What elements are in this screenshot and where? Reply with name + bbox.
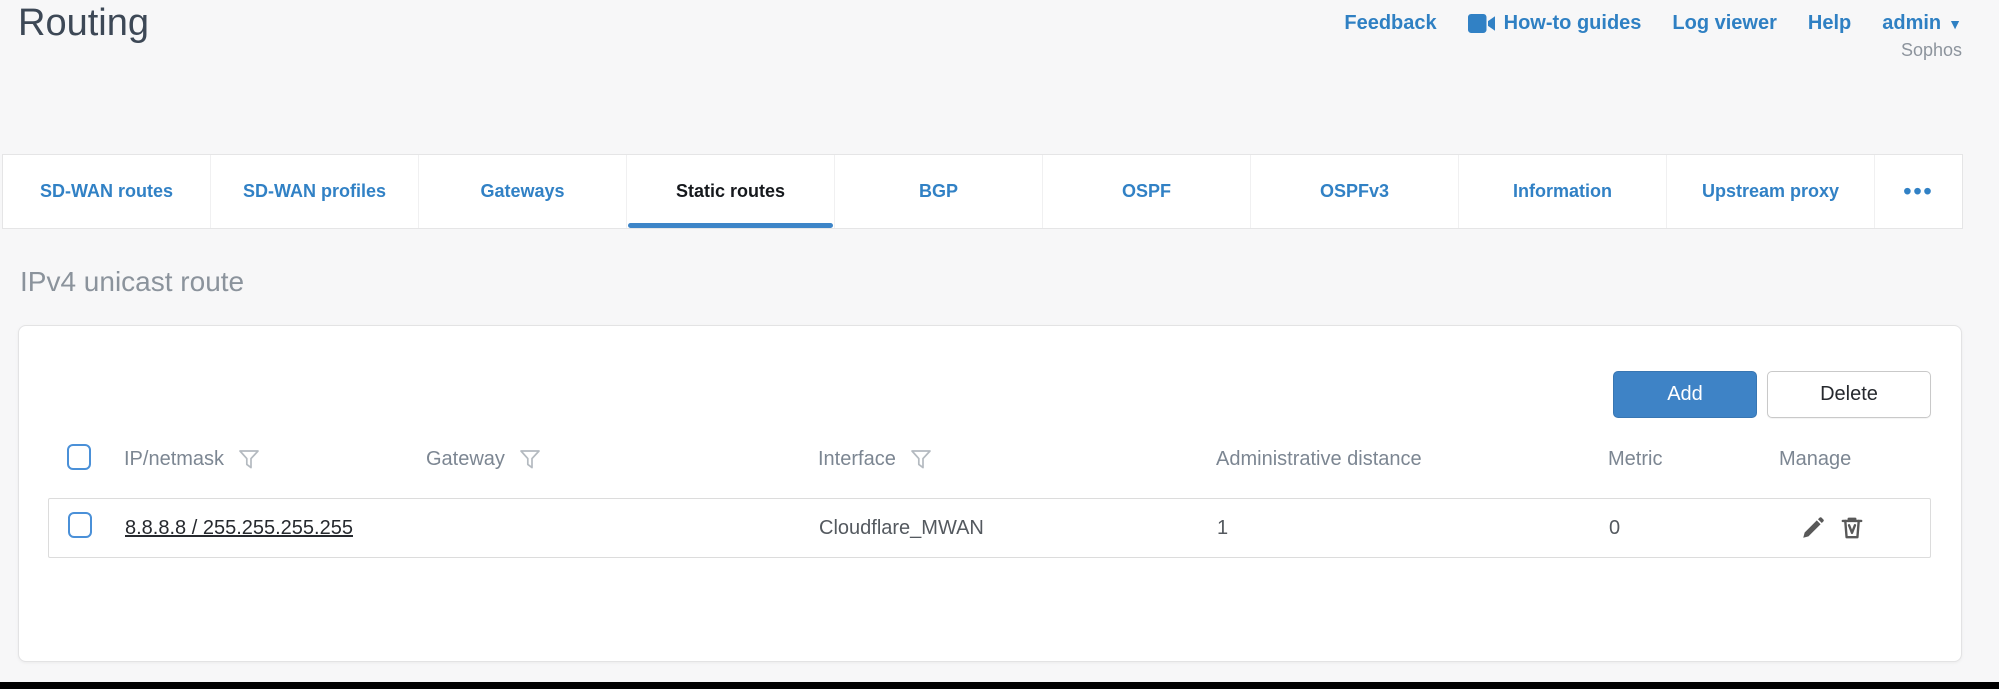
admin-label: admin — [1882, 12, 1942, 34]
chevron-down-icon: ▼ — [1948, 15, 1962, 32]
column-header-metric: Metric — [1608, 448, 1663, 470]
tab-static-routes[interactable]: Static routes — [627, 155, 835, 228]
interface-value: Cloudflare_MWAN — [819, 516, 984, 539]
ellipsis-icon: ••• — [1903, 178, 1934, 204]
org-label: Sophos — [1900, 40, 1962, 60]
tab-bgp[interactable]: BGP — [835, 155, 1043, 228]
filter-icon[interactable] — [910, 449, 932, 470]
column-header-interface: Interface — [818, 448, 896, 470]
tab-label: SD-WAN profiles — [242, 181, 386, 201]
tab-ospf[interactable]: OSPF — [1043, 155, 1251, 228]
tab-upstream-proxy[interactable]: Upstream proxy — [1667, 155, 1875, 228]
filter-icon[interactable] — [238, 449, 260, 470]
log-viewer-link[interactable]: Log viewer — [1672, 12, 1777, 34]
add-button[interactable]: Add — [1613, 371, 1757, 418]
tab-information[interactable]: Information — [1459, 155, 1667, 228]
tab-label: Static routes — [675, 181, 786, 201]
section-title: IPv4 unicast route — [20, 266, 245, 297]
tab-label: OSPFv3 — [1319, 181, 1390, 201]
tab-sd-wan-profiles[interactable]: SD-WAN profiles — [211, 155, 419, 228]
tab-ospfv3[interactable]: OSPFv3 — [1251, 155, 1459, 228]
filter-icon[interactable] — [519, 449, 541, 470]
howto-guides-label: How-to guides — [1503, 12, 1642, 34]
tab-label: Information — [1513, 181, 1612, 201]
metric-value: 0 — [1609, 516, 1621, 539]
tab-gateways[interactable]: Gateways — [419, 155, 627, 228]
manage-cell — [1780, 515, 1930, 541]
routes-card: Add Delete IP/netmask Gateway Interface … — [18, 325, 1962, 662]
table-row: 8.8.8.8 / 255.255.255.255 Cloudflare_MWA… — [48, 498, 1931, 558]
edit-icon[interactable] — [1800, 515, 1826, 541]
header: Feedback How-to guides Log viewer Help a… — [1344, 12, 1962, 61]
tab-bar: SD-WAN routes SD-WAN profiles Gateways S… — [2, 154, 1963, 229]
tab-label: SD-WAN routes — [39, 181, 173, 201]
video-camera-icon — [1467, 14, 1495, 33]
admin-distance-value: 1 — [1217, 516, 1229, 539]
table-header-row: IP/netmask Gateway Interface Administrat… — [48, 431, 1931, 488]
table-toolbar: Add Delete — [1613, 371, 1931, 418]
tab-more-menu[interactable]: ••• — [1875, 155, 1962, 228]
delete-button[interactable]: Delete — [1767, 371, 1931, 418]
tab-label: Gateways — [480, 181, 565, 201]
page-title: Routing — [18, 2, 149, 44]
tab-label: Upstream proxy — [1701, 181, 1840, 201]
help-link[interactable]: Help — [1807, 12, 1852, 34]
tab-label: BGP — [918, 181, 958, 201]
bottom-bar — [0, 682, 1999, 689]
header-links: Feedback How-to guides Log viewer Help a… — [1344, 12, 1962, 35]
howto-guides-link[interactable]: How-to guides — [1467, 12, 1642, 35]
admin-menu[interactable]: admin ▼ — [1882, 12, 1962, 35]
route-ip-link[interactable]: 8.8.8.8 / 255.255.255.255 — [125, 516, 353, 539]
column-header-manage: Manage — [1779, 448, 1852, 470]
column-header-ip-netmask: IP/netmask — [124, 448, 225, 470]
select-all-checkbox[interactable] — [67, 443, 91, 470]
column-header-gateway: Gateway — [426, 448, 505, 470]
tab-label: OSPF — [1121, 181, 1171, 201]
delete-icon[interactable] — [1839, 515, 1865, 541]
column-header-admin-distance: Administrative distance — [1216, 448, 1422, 470]
feedback-link[interactable]: Feedback — [1344, 12, 1437, 34]
tab-sd-wan-routes[interactable]: SD-WAN routes — [3, 155, 211, 228]
row-checkbox[interactable] — [68, 512, 92, 538]
